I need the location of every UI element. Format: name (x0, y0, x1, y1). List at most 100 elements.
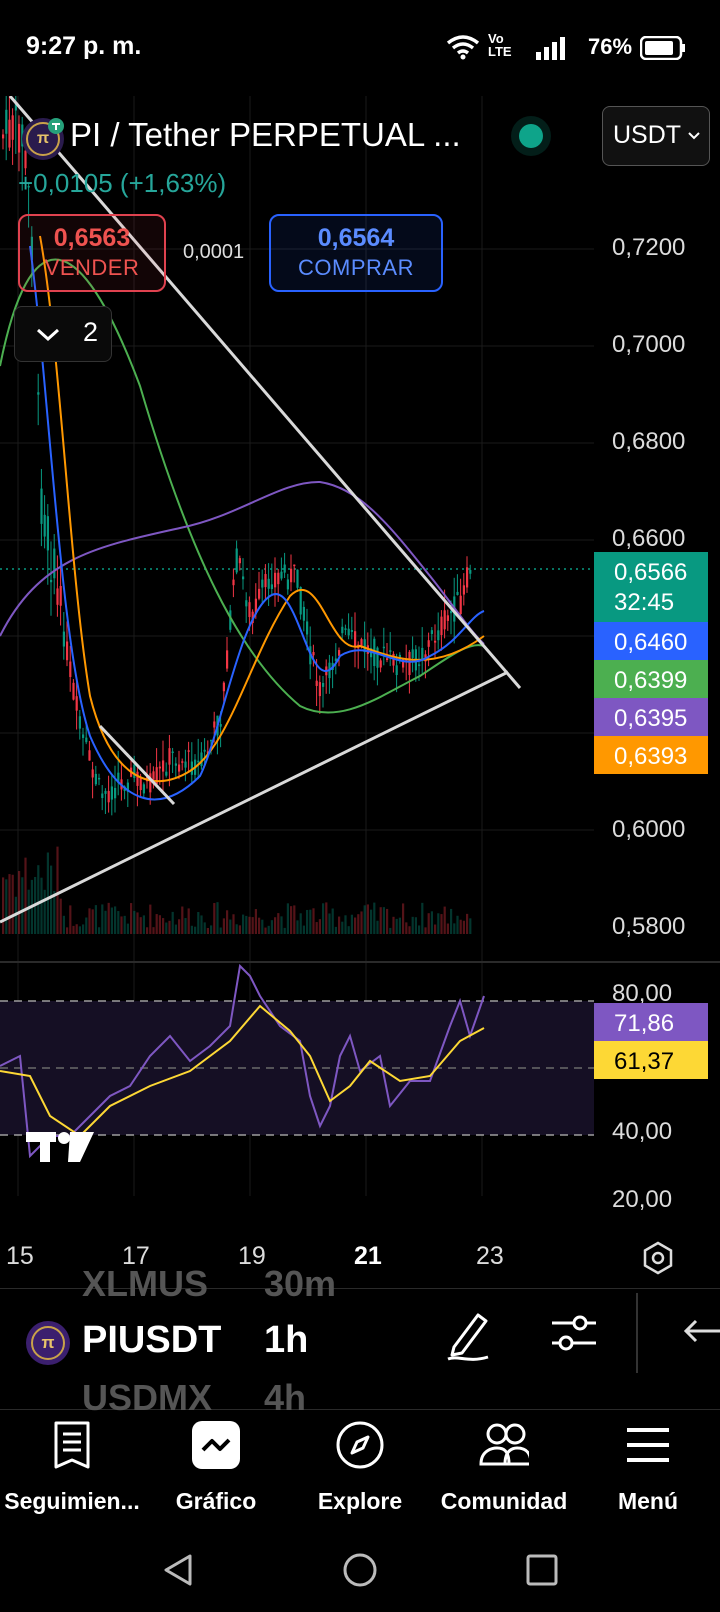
candle-body (418, 664, 421, 666)
candle-body (126, 782, 129, 792)
volume-bar (197, 912, 200, 934)
ticker-symbol[interactable]: PIUSDT (82, 1319, 222, 1361)
sell-label: VENDER (44, 255, 140, 280)
volume-bar (254, 909, 257, 934)
recents-icon[interactable] (524, 1552, 560, 1588)
candle-body (11, 115, 14, 140)
volume-bar (350, 914, 353, 934)
volume-bar (117, 911, 120, 934)
volume-bar (110, 907, 113, 934)
candle-body (360, 639, 363, 646)
volume-bar (171, 911, 174, 934)
volume-bar (62, 915, 65, 934)
candle-body (456, 591, 459, 595)
indicator-settings-icon[interactable] (550, 1311, 598, 1355)
candle-body (440, 616, 443, 636)
time-axis-label: 17 (122, 1242, 150, 1270)
volume-bar (261, 919, 264, 934)
candle-body (322, 682, 325, 687)
volume-bar (136, 912, 139, 934)
volume-bar (344, 915, 347, 934)
nav-chart[interactable]: Gráfico (144, 1420, 288, 1520)
candle-body (43, 514, 46, 537)
interval-picker-option[interactable]: 30m (264, 1263, 337, 1304)
volume-bar (40, 877, 43, 934)
currency-select[interactable]: USDT (602, 106, 710, 166)
candle-body (72, 682, 75, 700)
undo-icon[interactable] (682, 1317, 720, 1347)
interval-button[interactable]: 1h (264, 1319, 309, 1361)
nav-community[interactable]: Comunidad (432, 1420, 576, 1520)
volume-bar (421, 902, 424, 934)
tether-badge-icon (48, 118, 64, 134)
volume-bar (370, 909, 373, 934)
chart-settings-icon[interactable] (640, 1240, 676, 1276)
candle-body (162, 760, 165, 772)
candle-body (469, 570, 472, 574)
volume-bar (264, 927, 267, 934)
buy-button[interactable]: 0,6564 COMPRAR (269, 214, 443, 292)
trendline-short[interactable] (98, 724, 176, 806)
volume-bar (210, 925, 213, 934)
candle-body (78, 716, 81, 729)
volume-bar (469, 918, 472, 934)
volume-bar (18, 870, 21, 934)
candle-body (363, 639, 366, 653)
candle-body (334, 658, 337, 661)
price-axis-label: 0,7000 (612, 331, 686, 358)
interval-picker-option[interactable]: 4h (264, 1377, 307, 1418)
candle-body (27, 186, 30, 188)
volume-bar (427, 913, 430, 934)
indicators-toggle[interactable]: 2 (14, 306, 112, 362)
candle-body (62, 631, 65, 647)
volume-bar (453, 923, 456, 934)
volume-bar (293, 905, 296, 934)
volume-bar (331, 908, 334, 934)
trendline-lower[interactable] (0, 670, 509, 924)
price-chart[interactable] (0, 96, 720, 1256)
trendline-upper[interactable] (8, 96, 522, 689)
candle-body (133, 764, 136, 779)
buy-price: 0,6564 (317, 224, 395, 252)
volume-bar (405, 922, 408, 934)
candle-body (405, 659, 408, 661)
volume-bar (277, 913, 280, 934)
nav-explore[interactable]: Explore (288, 1420, 432, 1520)
candle-body (50, 579, 53, 583)
volume-bar (130, 903, 133, 934)
symbol-title[interactable]: PI / Tether PERPETUAL ... (70, 116, 461, 153)
candle-body (293, 564, 296, 567)
candle-body (40, 488, 43, 524)
back-icon[interactable] (160, 1552, 196, 1588)
candle-body (219, 724, 222, 727)
ticker-picker-option[interactable]: XLMUS (82, 1263, 208, 1304)
volume-bar (379, 907, 382, 934)
currency-label: USDT (613, 121, 682, 149)
volume-bar (46, 852, 49, 934)
candle-body (446, 615, 449, 621)
candle-body (107, 790, 110, 803)
ma-blue-line (29, 245, 485, 801)
candle-body (242, 576, 245, 580)
candle-body (181, 761, 184, 763)
volume-bar (187, 908, 190, 934)
candle-body (5, 109, 8, 134)
spread-value: 0,0001 (183, 241, 245, 263)
ticker-picker-option[interactable]: USDMX (82, 1377, 213, 1418)
sell-button[interactable]: 0,6563 VENDER (18, 214, 166, 292)
candle-body (283, 564, 286, 573)
signal-icon (536, 37, 565, 60)
nav-watchlist[interactable]: Seguimien... (0, 1420, 144, 1520)
volume-bar (258, 917, 261, 934)
draw-pencil-icon[interactable] (444, 1307, 492, 1363)
candle-body (235, 548, 238, 573)
nav-menu[interactable]: Menú (576, 1420, 720, 1520)
candle-body (264, 574, 267, 588)
time-axis-label: 21 (354, 1242, 382, 1270)
home-icon[interactable] (342, 1552, 378, 1588)
nav-label: Comunidad (440, 1488, 568, 1514)
menu-icon (627, 1428, 669, 1462)
volume-bar (354, 917, 357, 934)
ma-orange-tag: 0,6393 (594, 736, 708, 774)
volume-bar (328, 913, 331, 934)
